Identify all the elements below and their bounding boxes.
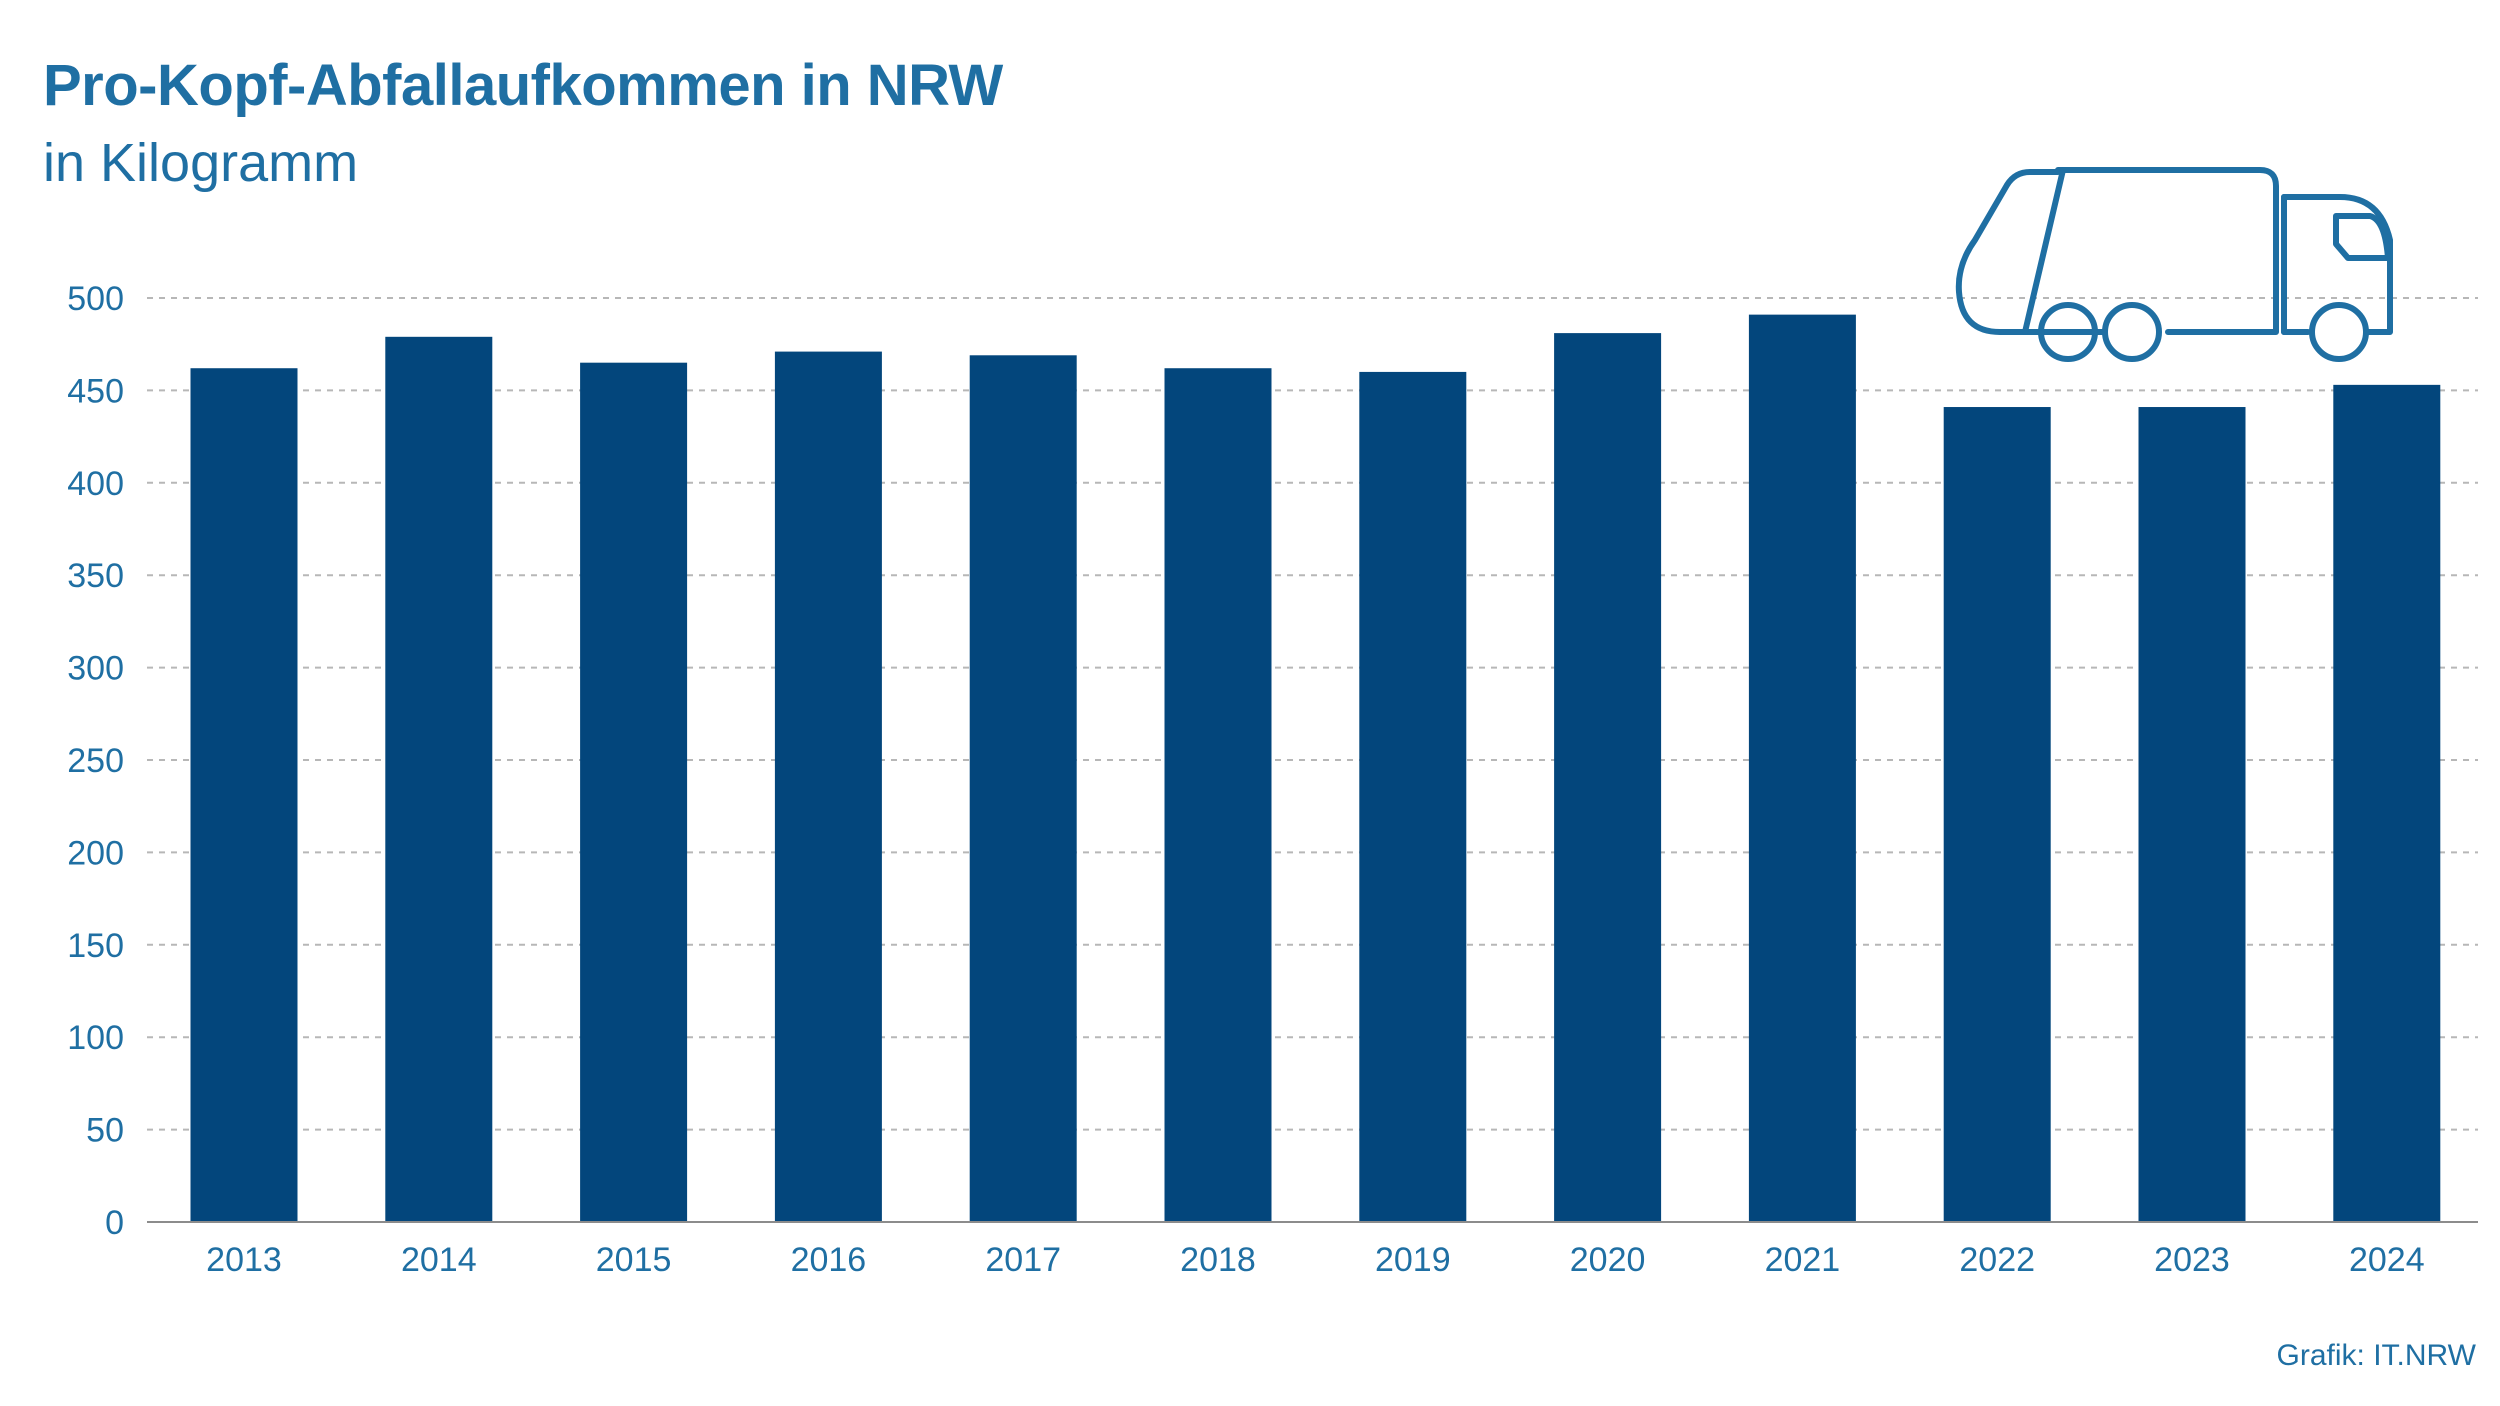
y-tick-label: 500: [67, 280, 124, 318]
x-axis-ticks: 2013 2014 2015 2016 2017 2018 2019 2020 2021 2022…: [206, 1241, 2424, 1279]
y-tick-label: 0: [105, 1204, 124, 1242]
y-tick-label: 350: [67, 557, 124, 595]
y-axis-ticks: 0 50 100 150 200 250 300 350 400 450 500: [67, 280, 124, 1242]
x-tick-label: 2013: [206, 1241, 282, 1279]
y-tick-label: 450: [67, 372, 124, 410]
source-note: Grafik: IT.NRW: [2276, 1339, 2476, 1372]
x-tick-label: 2017: [985, 1241, 1061, 1279]
bars: [190, 314, 2441, 1223]
y-tick-label: 300: [67, 650, 124, 688]
x-tick-label: 2015: [596, 1241, 672, 1279]
bar-2022: [1943, 407, 2051, 1223]
bar-2020: [1554, 333, 1662, 1222]
x-tick-label: 2020: [1570, 1241, 1646, 1279]
y-tick-label: 150: [67, 927, 124, 965]
x-tick-label: 2018: [1180, 1241, 1256, 1279]
gridlines: [147, 297, 2478, 1131]
x-tick-label: 2022: [1959, 1241, 2035, 1279]
x-tick-label: 2023: [2154, 1241, 2230, 1279]
bar-2015: [580, 362, 688, 1222]
y-tick-label: 100: [67, 1019, 124, 1057]
bar-2019: [1359, 371, 1467, 1222]
chart-subtitle: in Kilogramm: [43, 133, 359, 193]
garbage-truck-icon: [1955, 167, 2393, 362]
y-tick-label: 200: [67, 834, 124, 872]
x-tick-label: 2021: [1765, 1241, 1841, 1279]
bar-2023: [2138, 407, 2246, 1223]
y-tick-label: 400: [67, 465, 124, 503]
chart-title: Pro-Kopf-Abfallaufkommen in NRW: [43, 53, 1003, 118]
x-tick-label: 2016: [791, 1241, 867, 1279]
bar-2016: [774, 351, 882, 1222]
y-tick-label: 250: [67, 742, 124, 780]
bar-2017: [969, 355, 1077, 1223]
bar-2018: [1164, 368, 1272, 1222]
x-tick-label: 2014: [401, 1241, 477, 1279]
bar-2014: [385, 336, 493, 1223]
x-tick-label: 2024: [2349, 1241, 2425, 1279]
bar-2024: [2333, 384, 2441, 1223]
x-tick-label: 2019: [1375, 1241, 1451, 1279]
bar-2021: [1748, 314, 1856, 1223]
bar-2013: [190, 368, 298, 1222]
y-tick-label: 50: [86, 1112, 124, 1150]
